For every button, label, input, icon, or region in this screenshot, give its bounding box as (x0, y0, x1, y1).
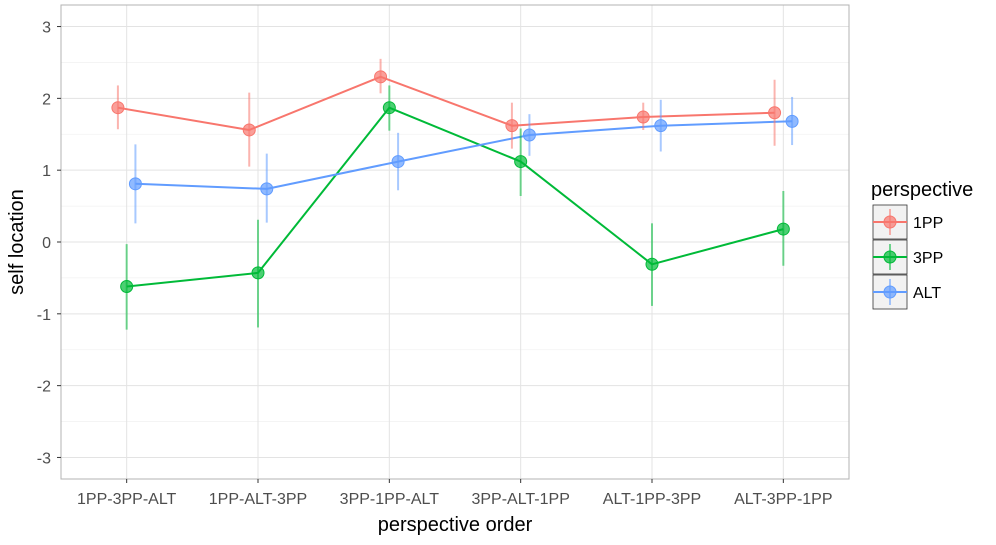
legend-title: perspective (871, 179, 973, 201)
series-line-1PP (117, 75, 775, 131)
data-point-ALT (260, 182, 274, 196)
x-axis-title: perspective order (378, 514, 533, 536)
data-point-ALT (785, 114, 799, 128)
x-tick-label: 3PP-1PP-ALT (340, 491, 440, 508)
data-point-3PP (120, 280, 134, 294)
data-point-1PP (242, 123, 256, 137)
y-tick-label: 3 (42, 20, 51, 37)
y-axis-title: self location (6, 189, 28, 295)
x-tick-label: ALT-1PP-3PP (603, 491, 701, 508)
data-point-3PP (251, 266, 265, 280)
series-line-ALT (135, 120, 793, 190)
data-point-ALT (522, 128, 536, 142)
legend-key-point-1PP (883, 215, 897, 229)
data-point-ALT (391, 155, 405, 169)
y-tick-label: -1 (37, 307, 51, 324)
legend: perspective 1PP 3PP ALT (871, 179, 973, 310)
legend-key-point-3PP (883, 250, 897, 264)
data-point-3PP (382, 101, 396, 115)
data-point-3PP (776, 222, 790, 236)
y-tick-label: 0 (42, 235, 51, 252)
x-tick-label: 3PP-ALT-1PP (471, 491, 569, 508)
data-point-1PP (374, 70, 388, 84)
y-tick-label: 2 (42, 91, 51, 108)
legend-label-ALT: ALT (913, 285, 941, 302)
y-tick-label: -2 (37, 379, 51, 396)
series-line-3PP (126, 106, 784, 288)
legend-label-3PP: 3PP (913, 250, 943, 267)
data-point-1PP (111, 101, 125, 115)
data-point-1PP (505, 119, 519, 133)
data-point-ALT (128, 177, 142, 191)
data-point-3PP (645, 257, 659, 271)
data-point-ALT (654, 119, 668, 133)
y-tick-label: -3 (37, 450, 51, 467)
legend-key-point-ALT (883, 285, 897, 299)
x-tick-label: ALT-3PP-1PP (734, 491, 832, 508)
data-point-1PP (768, 106, 782, 120)
x-tick-label: 1PP-ALT-3PP (209, 491, 307, 508)
data-point-3PP (514, 155, 528, 169)
y-tick-label: 1 (42, 163, 51, 180)
data-point-1PP (636, 110, 650, 124)
x-tick-label: 1PP-3PP-ALT (77, 491, 177, 508)
legend-label-1PP: 1PP (913, 215, 943, 232)
